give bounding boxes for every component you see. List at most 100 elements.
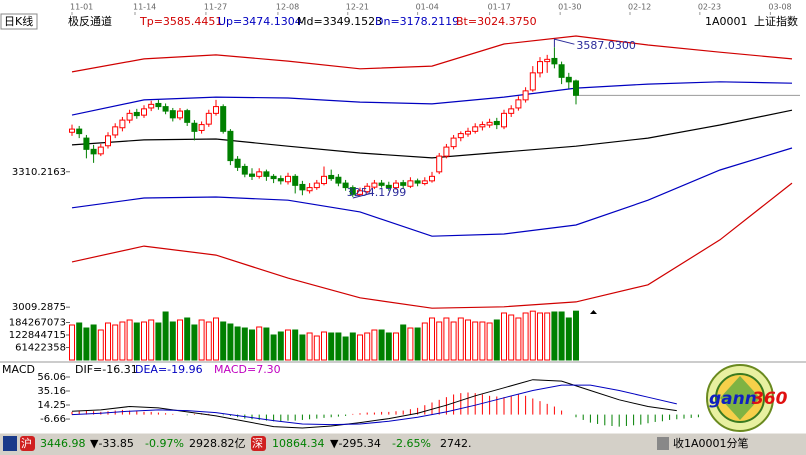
candle-body — [421, 180, 428, 185]
x-tick-label: 11-01 — [70, 3, 93, 12]
sh-index: 3446.98 — [40, 437, 86, 450]
status-right: 收1A0001分笔 — [673, 436, 749, 450]
candle-body — [263, 171, 270, 177]
indicator-value: Bt=3024.3750 — [456, 15, 537, 28]
candle-body — [162, 106, 169, 112]
candle-body — [378, 182, 385, 186]
logo-text: gann — [709, 389, 757, 409]
volume-bar — [465, 319, 471, 361]
candle-body — [335, 176, 342, 184]
band-line — [71, 147, 793, 237]
volume-bar — [277, 331, 284, 361]
indicator-value: Dn=3178.2119 — [375, 15, 459, 28]
volume-bar — [306, 332, 313, 361]
macd-tick-label: 14.25 — [37, 400, 66, 411]
candle-body — [558, 64, 565, 78]
volume-bar — [249, 329, 255, 361]
max-pointer — [553, 38, 575, 48]
status-icon — [3, 436, 17, 451]
volume-bar — [321, 331, 327, 361]
volume-bar — [450, 321, 457, 361]
volume-bar — [421, 322, 428, 361]
volume-bar — [169, 321, 176, 361]
x-tick-label: 01-17 — [488, 3, 511, 12]
volume-bar — [191, 324, 198, 361]
volume-tick-label: 184267073 — [9, 318, 66, 329]
candle-body — [508, 108, 515, 114]
candle-body — [184, 110, 191, 123]
volume-bar — [501, 312, 507, 361]
macd-label: MACD=7.30 — [214, 363, 281, 376]
volume-bar — [378, 329, 385, 361]
sh-amount: 2928.82亿 — [189, 437, 246, 450]
candle-body — [393, 182, 399, 189]
x-tick-label: 01-30 — [558, 3, 581, 12]
candle-body — [328, 174, 335, 180]
status-icon-2 — [657, 437, 669, 450]
volume-bar — [508, 314, 515, 361]
volume-bar — [177, 319, 183, 361]
volume-bar — [342, 336, 349, 361]
y-tick-label: 3310.2163 — [12, 167, 66, 178]
band-line — [71, 109, 793, 159]
sh-change: ▼-33.85 — [90, 437, 134, 450]
candle-body — [148, 103, 155, 109]
candle-body — [299, 183, 306, 191]
volume-bar — [313, 335, 320, 361]
sz-change: ▼-295.34 — [330, 437, 381, 450]
volume-bar — [443, 317, 450, 361]
candle-body — [479, 124, 486, 128]
candle-body — [472, 126, 479, 132]
candle-body — [191, 122, 198, 132]
volume-bar — [414, 327, 421, 361]
volume-bar — [148, 319, 155, 361]
candle-body — [119, 119, 126, 129]
candle-body — [155, 102, 162, 108]
candle-body — [407, 180, 414, 187]
candle-body — [364, 185, 371, 193]
volume-bar — [76, 322, 83, 361]
volume-bar — [385, 332, 392, 361]
volume-bar — [479, 321, 486, 361]
volume-bar — [227, 323, 234, 361]
candle-body — [371, 182, 378, 188]
volume-tick-label: 122844715 — [9, 330, 66, 341]
sh-icon: 沪 — [21, 436, 32, 450]
indicator-value: Md=3349.1523 — [297, 15, 382, 28]
volume-bar — [234, 326, 241, 361]
volume-bar — [162, 311, 169, 361]
candle-body — [292, 175, 299, 186]
volume-bar — [400, 324, 407, 361]
macd-label: DEA=-19.96 — [135, 363, 203, 376]
volume-bar — [544, 312, 551, 361]
candle-body — [177, 110, 183, 119]
volume-bar — [292, 329, 299, 361]
candle-body — [249, 173, 255, 177]
volume-bar — [551, 311, 558, 361]
volume-bar — [357, 334, 363, 361]
candle-body — [436, 155, 443, 173]
candle-body — [234, 158, 241, 168]
volume-bar — [558, 311, 565, 361]
candle-body — [220, 106, 227, 132]
candle-body — [573, 80, 579, 96]
volume-bar — [119, 321, 126, 361]
min-pointer — [352, 192, 373, 199]
volume-bar — [436, 321, 443, 361]
macd-tick-label: 35.16 — [37, 386, 66, 397]
volume-bar — [349, 332, 356, 361]
volume-bar — [529, 310, 536, 361]
candle-body — [457, 133, 464, 139]
candle-body — [277, 178, 284, 182]
candle-body — [515, 99, 522, 109]
volume-bar — [364, 332, 371, 361]
x-tick-label: 01-04 — [416, 3, 439, 12]
candle-body — [429, 175, 435, 182]
indicator-value: Up=3474.1304 — [218, 15, 302, 28]
volume-bar — [141, 321, 147, 361]
sz-icon-bg — [251, 436, 266, 451]
candle-body — [90, 148, 97, 155]
